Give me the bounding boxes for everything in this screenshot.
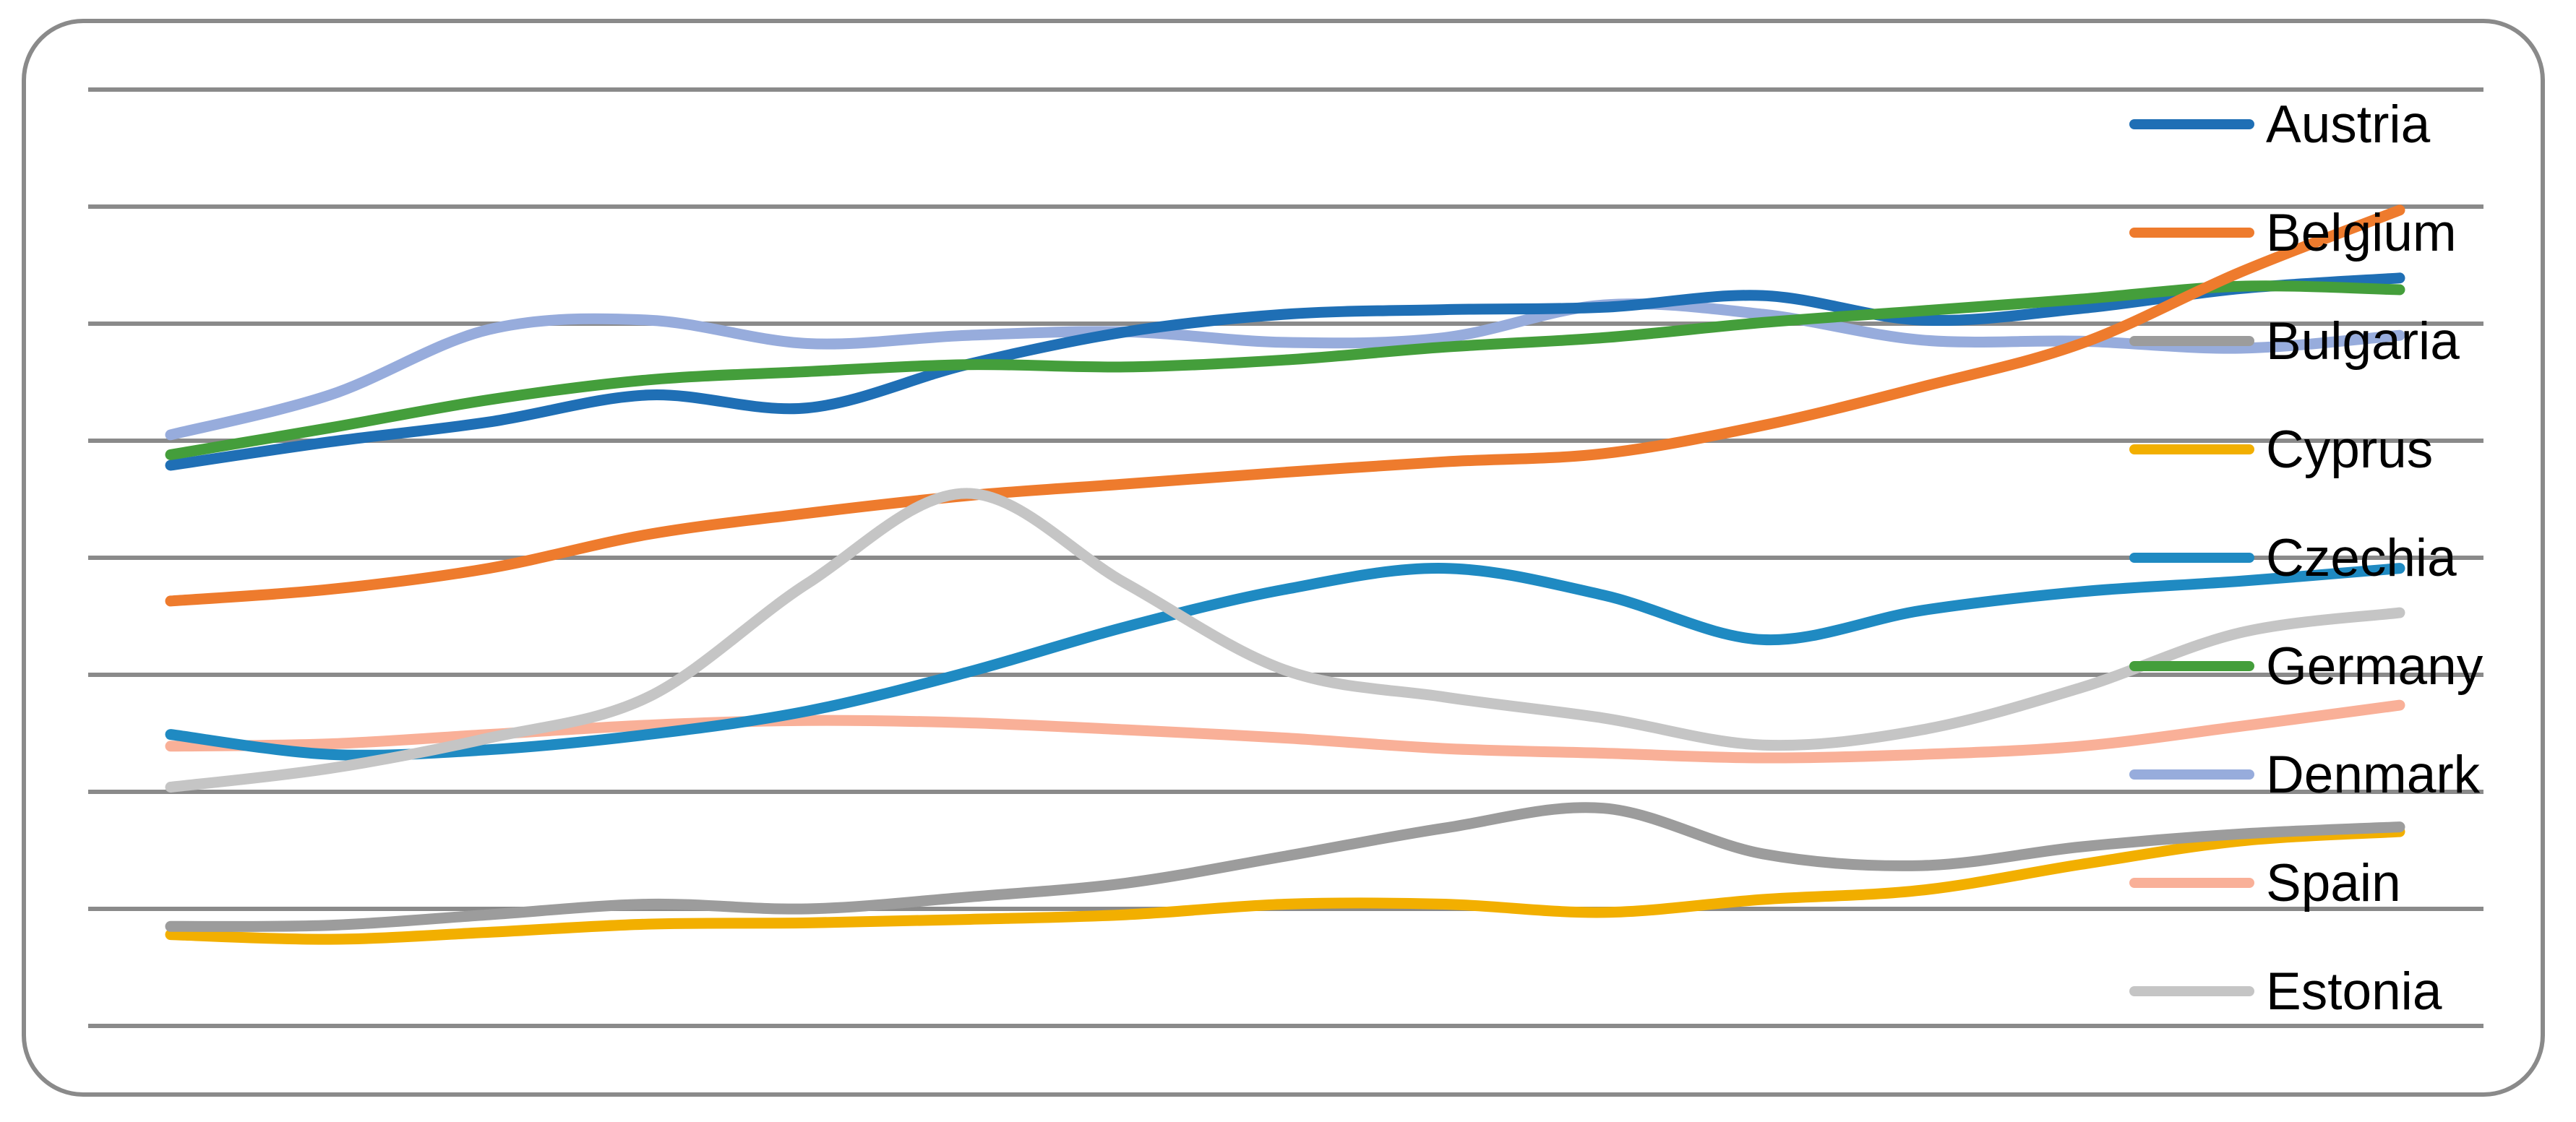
series-lines-group (165, 204, 2405, 945)
line-belgium (165, 204, 2405, 607)
line-bulgaria (165, 802, 2405, 932)
line-denmark (165, 298, 2405, 441)
line-cyprus (165, 826, 2405, 945)
line-czechia (165, 563, 2405, 761)
line-germany (165, 280, 2405, 460)
line-estonia (165, 488, 2405, 793)
line-austria (165, 272, 2405, 471)
